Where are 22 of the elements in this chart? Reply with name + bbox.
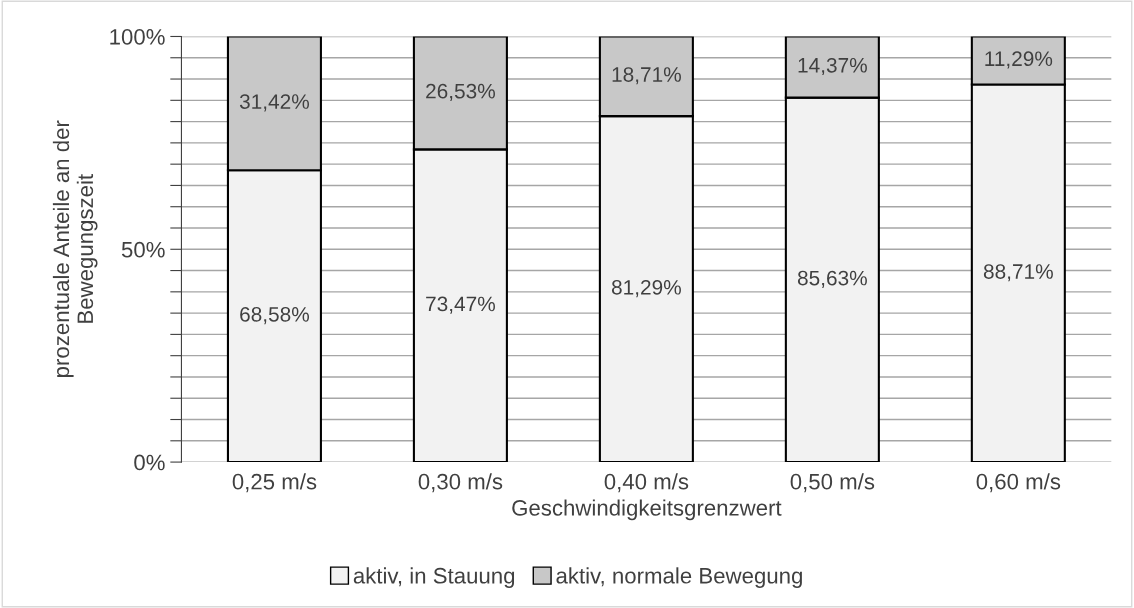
data-label: 73,47% [426,296,495,314]
data-label: 31,42% [239,94,310,112]
x-axis-title: Geschwindigkeitsgrenzwert [512,499,782,521]
x-tick-label: 0,30 m/s [418,473,503,493]
legend-label: aktiv, in Stauung [353,567,515,588]
y-axis-title: prozentuale Anteile an der Bewegungszeit [52,120,98,377]
data-label: 18,71% [612,67,681,85]
data-label: 81,29% [611,279,681,298]
x-tick-label: 0,40 m/s [604,473,689,493]
x-tick-label: 0,25 m/s [232,473,317,493]
data-label: 88,71% [983,264,1053,282]
y-tick-label: 0% [134,454,165,471]
y-tick-label: 50% [121,241,165,258]
x-tick-label: 0,60 m/s [976,473,1061,493]
data-label: 85,63% [797,270,867,288]
y-tick-label: 100% [110,29,165,45]
data-label: 68,58% [240,306,310,325]
legend-label: aktiv, normale Bewegung [556,567,802,588]
data-label: 14,37% [798,57,867,76]
data-label: 11,29% [985,51,1053,69]
x-tick-label: 0,50 m/s [790,473,875,493]
data-label: 26,53% [426,83,495,101]
